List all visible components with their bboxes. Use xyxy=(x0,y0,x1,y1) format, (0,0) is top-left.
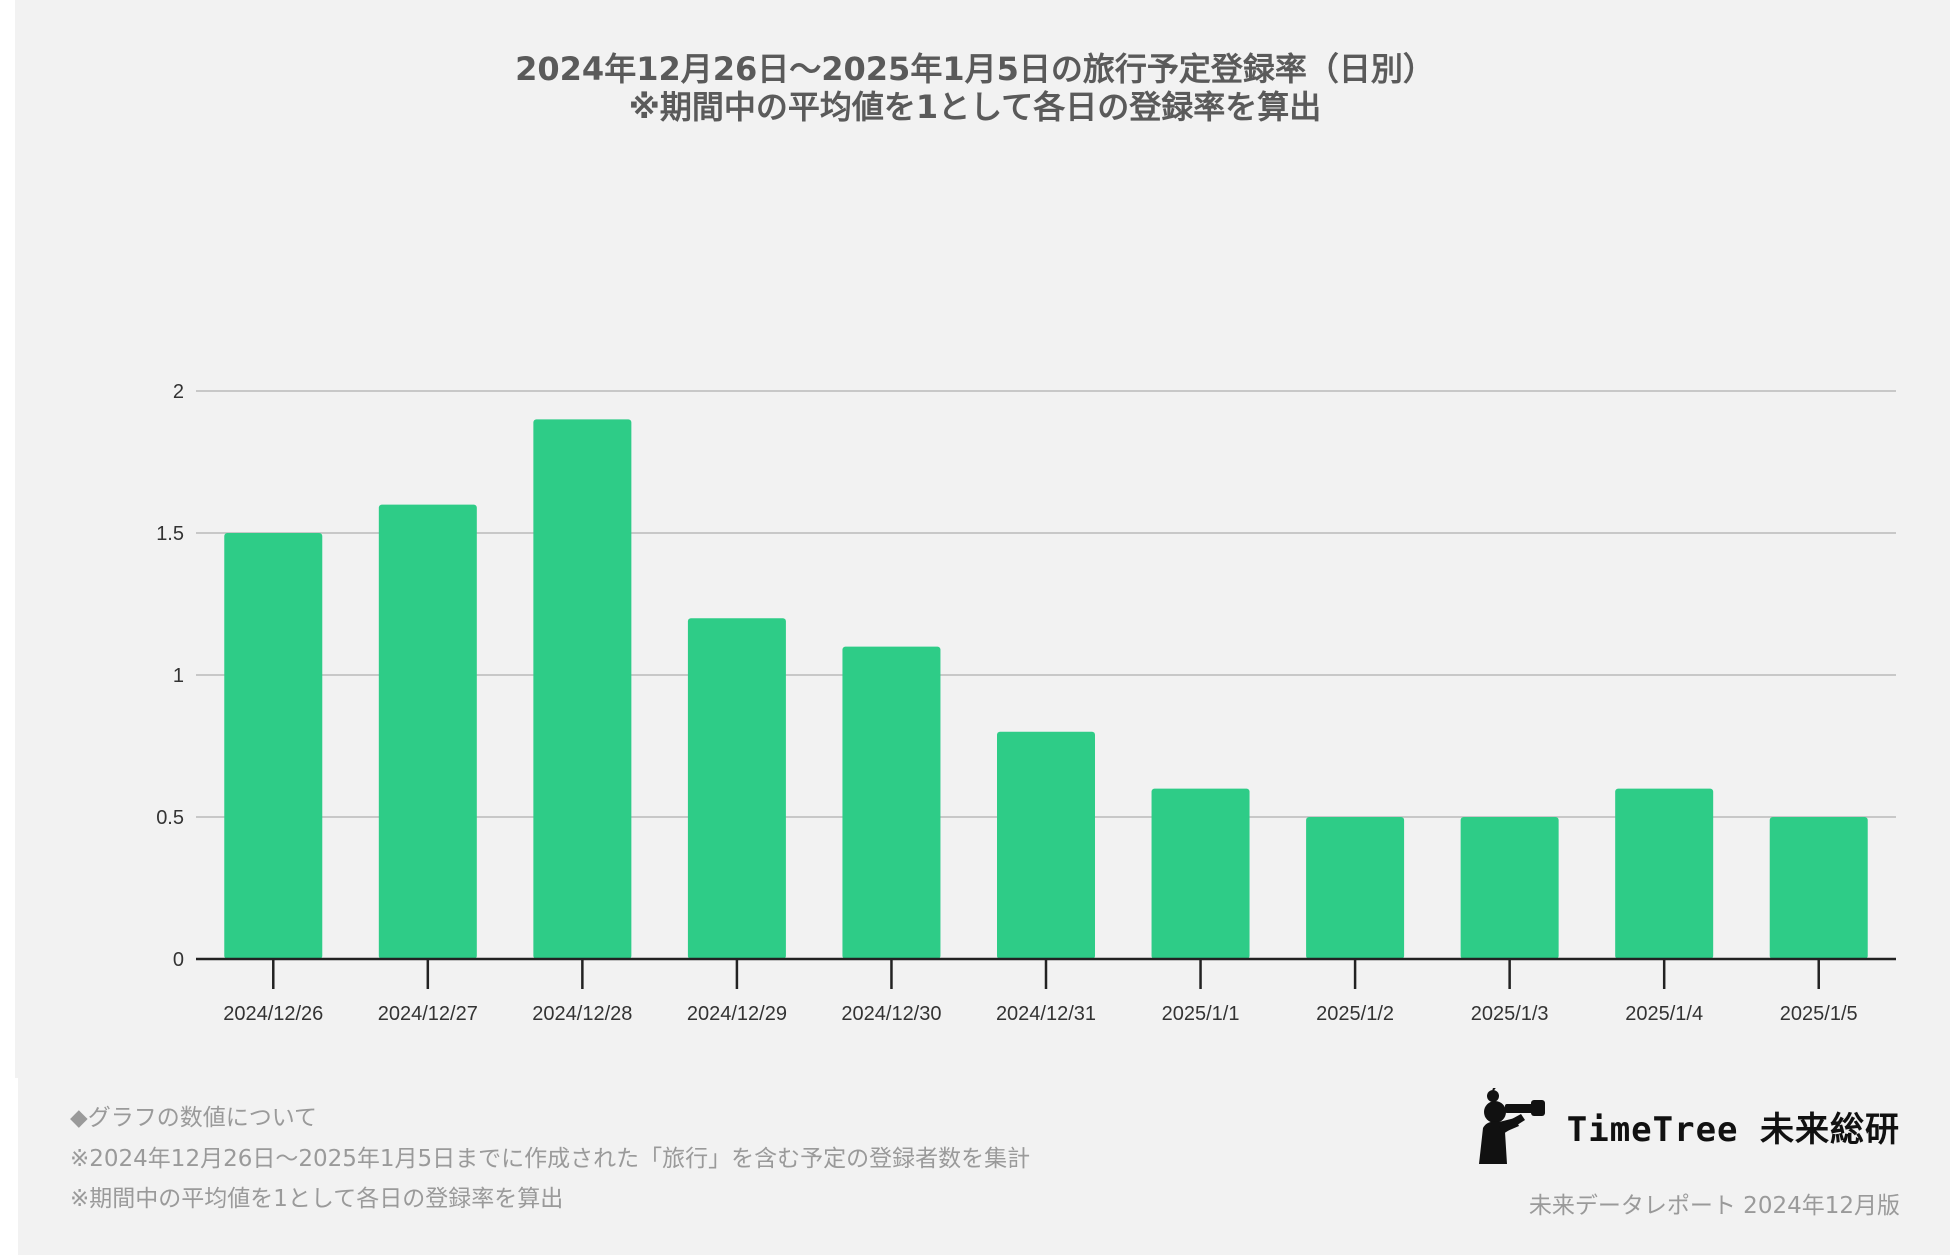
bar-2024-12-26 xyxy=(224,533,323,959)
x-tick-label: 2024/12/27 xyxy=(378,1003,478,1025)
x-tick-label: 2025/1/1 xyxy=(1162,1003,1240,1025)
bar-2025-1-3 xyxy=(1460,817,1559,959)
footer-panel xyxy=(18,1078,1950,1255)
bar-2025-1-1 xyxy=(1151,788,1250,959)
bar-2024-12-27 xyxy=(378,504,477,959)
y-tick-label: 0 xyxy=(173,949,184,971)
bar-chart: 0 0.5 1 1.5 2 2024/12/26 2024/12/27 2024/12/28… xyxy=(156,381,1896,1025)
x-tick-label: 2024/12/28 xyxy=(532,1003,632,1025)
chart-title: 2024年12月26日〜2025年1月5日の旅行予定登録率（日別） xyxy=(515,50,1435,88)
binoculars-person-icon xyxy=(1478,1088,1545,1164)
y-tick-label: 1.5 xyxy=(156,523,184,545)
bar-2025-1-4 xyxy=(1615,788,1714,959)
chart-subtitle: ※期間中の平均値を1として各日の登録率を算出 xyxy=(628,88,1322,126)
x-tick-label: 2024/12/31 xyxy=(996,1003,1096,1025)
notes-heading: ◆グラフの数値について xyxy=(70,1105,317,1131)
bar-2025-1-5 xyxy=(1769,817,1868,959)
x-tick-label: 2025/1/4 xyxy=(1625,1003,1703,1025)
bar-2024-12-29 xyxy=(687,618,786,959)
y-tick-label: 2 xyxy=(173,381,184,403)
x-tick-label: 2025/1/5 xyxy=(1780,1003,1858,1025)
x-axis-ticks: 2024/12/26 2024/12/27 2024/12/28 2024/12/29… xyxy=(223,959,1858,1025)
bar-2024-12-28 xyxy=(533,419,632,959)
x-tick-label: 2024/12/30 xyxy=(841,1003,941,1025)
bar-2024-12-31 xyxy=(997,731,1095,959)
brand-logo: TimeTree 未来総研 xyxy=(1469,1088,1900,1164)
report-edition: 未来データレポート 2024年12月版 xyxy=(1528,1193,1900,1219)
bars xyxy=(224,419,1868,959)
notes-line-1: ※2024年12月26日〜2025年1月5日までに作成された「旅行」を含む予定の… xyxy=(70,1146,1031,1172)
y-axis-ticks: 0 0.5 1 1.5 2 xyxy=(156,381,184,971)
notes-line-2: ※期間中の平均値を1として各日の登録率を算出 xyxy=(70,1186,564,1212)
brand-name: TimeTree 未来総研 xyxy=(1566,1109,1900,1150)
y-tick-label: 1 xyxy=(173,665,184,687)
bar-2025-1-2 xyxy=(1306,817,1405,959)
bar-2024-12-30 xyxy=(842,646,941,959)
x-tick-label: 2025/1/2 xyxy=(1316,1003,1394,1025)
x-tick-label: 2025/1/3 xyxy=(1471,1003,1549,1025)
x-tick-label: 2024/12/26 xyxy=(223,1003,323,1025)
y-tick-label: 0.5 xyxy=(156,807,184,829)
x-tick-label: 2024/12/29 xyxy=(687,1003,787,1025)
